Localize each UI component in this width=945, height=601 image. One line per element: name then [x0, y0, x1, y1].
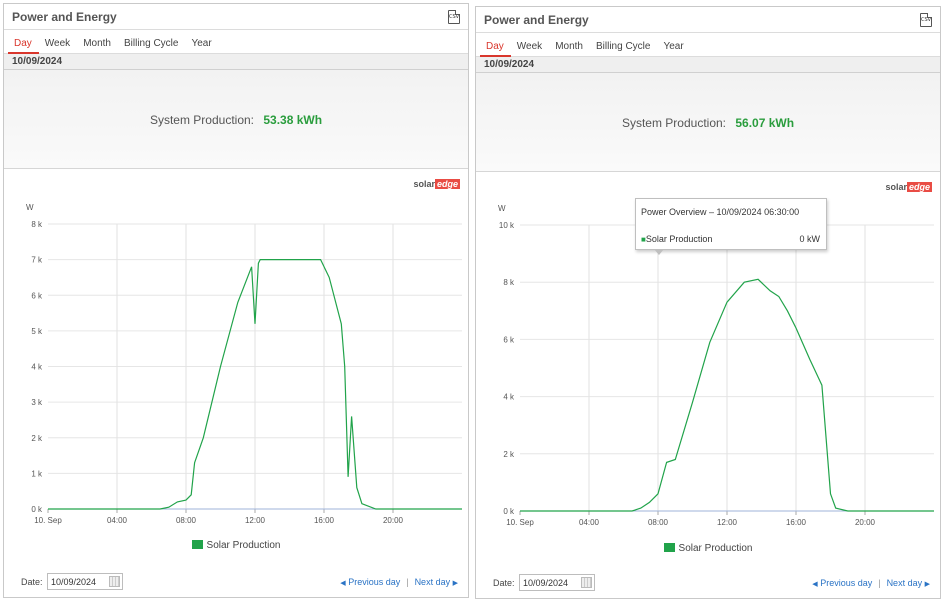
y-tick-label: 2 k: [503, 450, 515, 459]
tooltip-value: 0 kW: [799, 234, 820, 244]
summary-value: 53.38 kWh: [263, 113, 323, 127]
series-line-solar-production: [48, 259, 462, 510]
power-chart[interactable]: W 0 k 2 k 4 k 6 k 8 k 10 k 10. Sep 04:00 08:00 12:…: [476, 172, 942, 567]
x-tick-label: 10. Sep: [506, 518, 534, 527]
tab-year[interactable]: Year: [663, 41, 684, 52]
y-tick-label: 3 k: [31, 398, 43, 407]
date-label: Date:: [493, 578, 515, 588]
panel-footer: Date: 10/09/2024 ◀ Previous day | Next day…: [4, 567, 468, 597]
y-tick-label: 0 k: [31, 505, 43, 514]
legend-swatch: [191, 540, 203, 549]
tooltip-row: ■Solar Production 0 kW: [641, 234, 820, 244]
panel-title: Power and Energy: [484, 13, 589, 27]
power-energy-panel-right: Power and Energy CSV Day Week Month Bill…: [475, 6, 941, 599]
chart-area: solar edge W 0 k 2 k 4 k 6 k 8 k 10 k 10. Sep 04:…: [476, 172, 940, 567]
y-tick-label: 8 k: [31, 220, 43, 229]
date-label: Date:: [21, 577, 43, 587]
panel-header: Power and Energy CSV: [476, 7, 940, 33]
chevron-left-icon: ◀: [812, 581, 818, 588]
tab-month[interactable]: Month: [555, 41, 583, 52]
chart-legend[interactable]: Solar Production: [476, 543, 940, 554]
production-summary: System Production: 56.07 kWh: [476, 73, 940, 172]
summary-label: System Production:: [149, 113, 254, 127]
summary-value: 56.07 kWh: [735, 116, 795, 130]
x-tick-label: 04:00: [107, 516, 128, 525]
y-tick-label: 4 k: [503, 393, 515, 402]
previous-day-link[interactable]: ◀ Previous day: [340, 577, 401, 587]
production-summary: System Production: 53.38 kWh: [4, 70, 468, 169]
y-tick-label: 6 k: [503, 335, 515, 344]
chart-tooltip: Power Overview – 10/09/2024 06:30:00 ■So…: [635, 198, 827, 255]
solaredge-logo: solar edge: [885, 182, 932, 192]
previous-day-link[interactable]: ◀ Previous day: [812, 578, 873, 588]
y-tick-label: 5 k: [31, 327, 43, 336]
x-tick-label: 04:00: [579, 518, 600, 527]
series-line-solar-production: [520, 278, 934, 512]
chevron-left-icon: ◀: [340, 580, 346, 587]
y-tick-label: 2 k: [31, 434, 43, 443]
next-day-link[interactable]: Next day ▶: [414, 577, 458, 587]
chevron-right-icon: ▶: [924, 581, 930, 588]
day-navigation: ◀ Previous day | Next day ▶: [340, 577, 458, 587]
y-axis-label: W: [498, 204, 506, 213]
tab-day[interactable]: Day: [480, 33, 511, 57]
y-tick-label: 7 k: [31, 256, 43, 265]
x-tick-label: 20:00: [383, 516, 404, 525]
y-tick-label: 8 k: [503, 278, 515, 287]
chart-legend[interactable]: Solar Production: [4, 540, 468, 551]
tab-day[interactable]: Day: [8, 30, 39, 54]
date-input[interactable]: 10/09/2024: [519, 574, 595, 591]
legend-label: Solar Production: [678, 543, 753, 554]
tab-billing-cycle[interactable]: Billing Cycle: [123, 38, 179, 49]
tab-year[interactable]: Year: [191, 38, 212, 49]
y-tick-label: 6 k: [31, 291, 43, 300]
tab-week[interactable]: Week: [44, 38, 71, 49]
chart-area: solar edge W 0 k 1 k 2 k 3 k 4 k 5 k 6 k 7 k 8 k 10…: [4, 169, 468, 564]
y-tick-label: 10 k: [499, 221, 515, 230]
csv-export-icon[interactable]: CSV: [920, 13, 932, 27]
date-input[interactable]: 10/09/2024: [47, 573, 123, 590]
chevron-right-icon: ▶: [452, 580, 458, 587]
x-tick-label: 08:00: [648, 518, 669, 527]
tab-billing-cycle[interactable]: Billing Cycle: [595, 41, 651, 52]
x-tick-label: 12:00: [245, 516, 266, 525]
current-date: 10/09/2024: [4, 54, 468, 70]
x-tick-label: 20:00: [855, 518, 876, 527]
y-axis-label: W: [26, 203, 34, 212]
tooltip-series: Solar Production: [645, 234, 713, 244]
tab-week[interactable]: Week: [516, 41, 543, 52]
solaredge-logo: solar edge: [413, 179, 460, 189]
tab-month[interactable]: Month: [83, 38, 111, 49]
y-tick-label: 4 k: [31, 363, 43, 372]
y-tick-label: 0 k: [503, 507, 515, 516]
calendar-icon[interactable]: [109, 576, 120, 587]
period-tabs: Day Week Month Billing Cycle Year: [476, 33, 940, 57]
period-tabs: Day Week Month Billing Cycle Year: [4, 30, 468, 54]
panel-footer: Date: 10/09/2024 ◀ Previous day | Next day…: [476, 568, 940, 598]
x-tick-label: 12:00: [717, 518, 738, 527]
x-tick-label: 08:00: [176, 516, 197, 525]
y-tick-label: 1 k: [31, 469, 43, 478]
next-day-link[interactable]: Next day ▶: [886, 578, 930, 588]
legend-label: Solar Production: [206, 540, 281, 551]
day-navigation: ◀ Previous day | Next day ▶: [812, 578, 930, 588]
x-tick-label: 10. Sep: [34, 516, 62, 525]
x-tick-label: 16:00: [786, 518, 807, 527]
panel-title: Power and Energy: [12, 10, 117, 24]
power-energy-panel-left: Power and Energy CSV Day Week Month Bill…: [3, 3, 469, 598]
panel-header: Power and Energy CSV: [4, 4, 468, 30]
x-tick-label: 16:00: [314, 516, 335, 525]
legend-swatch: [663, 543, 675, 552]
tooltip-title: Power Overview – 10/09/2024 06:30:00: [641, 207, 800, 217]
tooltip-swatch: ■: [641, 235, 646, 244]
tooltip-tail: [654, 249, 664, 255]
csv-export-icon[interactable]: CSV: [448, 10, 460, 24]
current-date: 10/09/2024: [476, 57, 940, 73]
power-chart[interactable]: W 0 k 1 k 2 k 3 k 4 k 5 k 6 k 7 k 8 k 10. Sep 04:00…: [4, 169, 470, 564]
summary-label: System Production:: [621, 116, 726, 130]
calendar-icon[interactable]: [581, 577, 592, 588]
